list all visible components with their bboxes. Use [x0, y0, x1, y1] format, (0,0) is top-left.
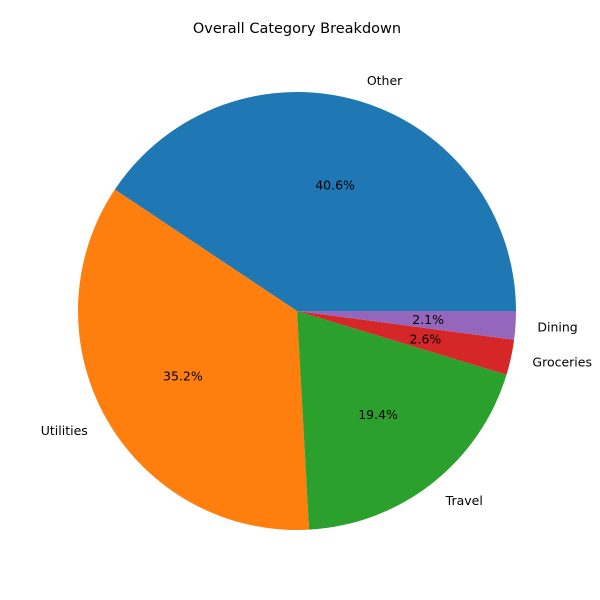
chart-title: Overall Category Breakdown	[193, 21, 401, 37]
pie-slice-travel	[297, 311, 507, 530]
pie-slice-dining	[297, 311, 516, 340]
pie-labels: Other 40.6% Utilities 35.2% Travel 19.4% Groce…	[41, 73, 592, 508]
pie-slice-groceries	[297, 311, 515, 375]
slice-pct-groceries: 2.6%	[410, 331, 442, 346]
slice-label-dining: Dining	[537, 319, 577, 334]
slice-pct-other: 40.6%	[315, 178, 355, 193]
slice-pct-dining: 2.1%	[412, 312, 444, 327]
pie-slice-utilities	[78, 189, 310, 531]
slice-pct-travel: 19.4%	[358, 407, 398, 422]
pie-slices	[78, 92, 516, 531]
slice-label-utilities: Utilities	[41, 423, 88, 438]
slice-pct-utilities: 35.2%	[163, 369, 203, 384]
slice-label-travel: Travel	[445, 493, 483, 508]
slice-label-groceries: Groceries	[532, 355, 592, 370]
pie-slice-other	[114, 92, 516, 311]
slice-label-other: Other	[367, 73, 403, 88]
